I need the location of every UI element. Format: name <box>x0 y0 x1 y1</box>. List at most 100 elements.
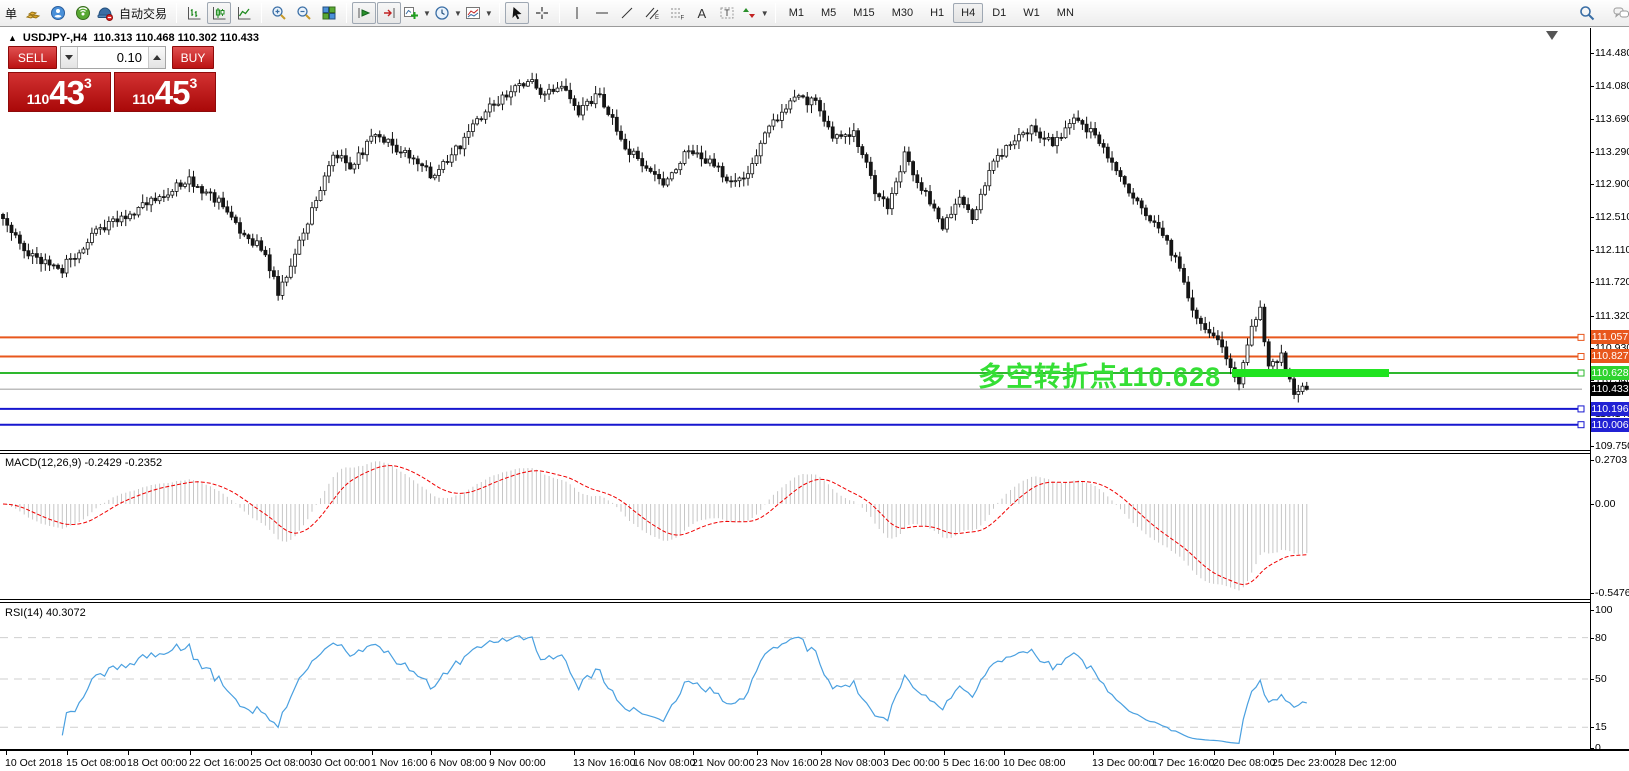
bar-chart-button[interactable] <box>182 2 206 24</box>
zoom-out-icon <box>297 6 311 20</box>
macd-indicator-label: MACD(12,26,9) -0.2429 -0.2352 <box>5 457 163 469</box>
volume-stepper <box>60 46 166 69</box>
auto-scroll-icon <box>358 8 371 18</box>
timeframe-m5-button[interactable]: M5 <box>821 7 837 19</box>
panel-separator[interactable] <box>0 602 1590 603</box>
price-axis-border <box>1590 28 1591 749</box>
timeframe-d1-button[interactable]: D1 <box>992 7 1007 19</box>
timeframe-mn-button[interactable]: MN <box>1056 7 1074 19</box>
timeframe-m1-button[interactable]: M1 <box>788 7 804 19</box>
zoom-in-button[interactable] <box>267 2 291 24</box>
add-indicator-icon <box>404 7 419 19</box>
buy-button[interactable]: BUY <box>172 46 214 69</box>
buy-price-display[interactable]: 110 45 3 <box>113 72 216 112</box>
collapse-panel-toggle[interactable]: ▲ <box>8 33 17 43</box>
zoom-out-button[interactable] <box>292 2 316 24</box>
price-axis-label: 0.2703 <box>1595 454 1628 466</box>
time-axis-tick <box>757 751 758 755</box>
trendline-tool-button[interactable] <box>615 2 639 24</box>
hline-handle[interactable] <box>1577 421 1585 429</box>
horizontal-line-icon <box>595 12 608 14</box>
search-button[interactable] <box>1575 2 1599 24</box>
price-axis-label: 109.750 <box>1595 439 1629 452</box>
axis-tick <box>1590 727 1594 729</box>
new-order-button[interactable]: 单 <box>5 6 18 21</box>
time-axis-tick <box>693 751 694 755</box>
price-badge: 110.006 <box>1591 417 1629 432</box>
volume-decrease-button[interactable] <box>61 47 78 68</box>
price-axis-label: 50 <box>1595 673 1607 685</box>
candlestick-chart-button[interactable] <box>207 2 232 24</box>
signals-button[interactable] <box>71 2 95 24</box>
auto-scroll-button[interactable] <box>352 2 377 24</box>
hline-handle[interactable] <box>1577 352 1585 360</box>
signals-icon <box>76 6 91 20</box>
horizontal-line-tool-button[interactable] <box>590 2 614 24</box>
cursor-tool-button[interactable] <box>504 2 529 24</box>
axis-tick <box>1590 445 1594 447</box>
arrows-tool-button[interactable]: ▼ <box>740 2 770 24</box>
time-axis-tick <box>1273 751 1274 755</box>
chat-button[interactable] <box>1609 2 1629 24</box>
price-axis-label: 112.900 <box>1595 178 1629 191</box>
hline-handle[interactable] <box>1577 405 1585 413</box>
hline-handle[interactable] <box>1577 369 1585 377</box>
timeframe-h4-button[interactable]: H4 <box>953 3 984 23</box>
time-axis-label: 21 Nov 00:00 <box>692 757 755 769</box>
time-axis-label: 25 Oct 08:00 <box>250 757 311 769</box>
hline-handle[interactable] <box>1577 333 1585 341</box>
chart-shift-marker[interactable] <box>1546 31 1558 40</box>
chart-title: ▲ USDJPY-,H4 110.313 110.468 110.302 110.… <box>8 32 259 44</box>
time-axis[interactable]: 10 Oct 2018 15 Oct 08:00 18 Oct 00:00 22 Oc… <box>0 749 1629 771</box>
price-badge: 110.196 <box>1591 401 1629 416</box>
panel-separator[interactable] <box>0 599 1590 600</box>
tile-windows-button[interactable] <box>317 2 341 24</box>
time-axis-label: 10 Dec 08:00 <box>1003 757 1066 769</box>
timeframe-m30-button[interactable]: M30 <box>891 7 914 19</box>
vertical-line-tool-button[interactable] <box>565 2 589 24</box>
svg-text:F: F <box>680 16 684 22</box>
timeframe-h1-button[interactable]: H1 <box>930 7 945 19</box>
volume-increase-button[interactable] <box>148 47 165 68</box>
axis-tick <box>1590 637 1594 639</box>
community-button[interactable] <box>46 2 70 24</box>
rsi-panel-canvas[interactable] <box>0 604 1590 748</box>
text-tool-button[interactable]: A <box>690 2 714 24</box>
panel-separator[interactable] <box>0 453 1590 454</box>
price-axis-label: 111.720 <box>1595 276 1629 289</box>
time-axis-label: 6 Nov 08:00 <box>430 757 487 769</box>
time-axis-label: 25 Dec 23:00 <box>1272 757 1335 769</box>
time-axis-tick <box>821 751 822 755</box>
indicators-button[interactable]: ▼ <box>402 2 432 24</box>
timeframe-w1-button[interactable]: W1 <box>1023 7 1040 19</box>
gold-symbols-button[interactable] <box>21 2 45 24</box>
volume-input[interactable] <box>78 47 148 68</box>
bar-chart-icon <box>188 7 201 20</box>
price-badge: 110.827 <box>1591 349 1629 364</box>
time-axis-tick <box>1004 751 1005 755</box>
chevron-down-icon: ▼ <box>453 8 462 18</box>
sell-button[interactable]: SELL <box>8 46 57 69</box>
price-chart-canvas[interactable] <box>0 29 1590 450</box>
autotrading-button[interactable]: 自动交易 <box>96 2 171 24</box>
equidistant-channel-tool-button[interactable]: E <box>640 2 664 24</box>
chart-text-annotation[interactable]: 多空转折点110.628 <box>978 362 1222 392</box>
price-axis-label: 111.320 <box>1595 309 1629 322</box>
timeframe-m15-button[interactable]: M15 <box>853 7 875 19</box>
label-tool-button[interactable]: T <box>715 2 739 24</box>
chart-shift-button[interactable] <box>377 2 402 24</box>
periods-button[interactable]: ▼ <box>433 2 463 24</box>
search-icon <box>1580 6 1595 21</box>
price-axis-label: 114.080 <box>1595 80 1629 93</box>
axis-tick <box>1590 249 1594 251</box>
sell-price-display[interactable]: 110 43 3 <box>8 72 111 112</box>
panel-separator[interactable] <box>0 450 1590 451</box>
line-chart-button[interactable] <box>232 2 256 24</box>
crosshair-tool-button[interactable] <box>530 2 554 24</box>
axis-tick <box>1590 151 1594 153</box>
macd-panel-canvas[interactable] <box>0 454 1590 599</box>
crosshair-icon <box>535 7 548 19</box>
fibonacci-tool-button[interactable]: F <box>665 2 689 24</box>
templates-button[interactable]: ▼ <box>464 2 494 24</box>
price-axis-label: 112.510 <box>1595 210 1629 223</box>
